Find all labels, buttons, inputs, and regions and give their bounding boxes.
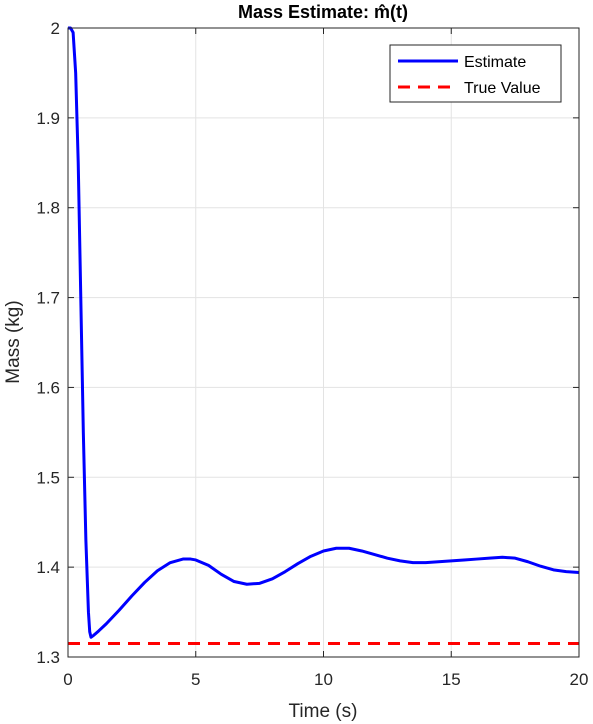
x-tick-label: 5 xyxy=(191,670,200,689)
x-tick-label: 0 xyxy=(63,670,72,689)
chart-title: Mass Estimate: m̂(t) xyxy=(238,2,408,22)
x-tick-label: 10 xyxy=(314,670,333,689)
series-line-estimate xyxy=(68,26,580,639)
y-tick-label: 1.6 xyxy=(36,378,60,397)
y-tick-label: 1.9 xyxy=(36,109,60,128)
y-tick-label: 1.3 xyxy=(36,648,60,667)
legend-label-true-value: True Value xyxy=(464,80,541,97)
y-tick-label: 2 xyxy=(51,19,60,38)
y-axis-label: Mass (kg) xyxy=(3,300,24,383)
y-tick-label: 1.5 xyxy=(36,468,60,487)
x-tick-label: 15 xyxy=(442,670,461,689)
legend: Estimate True Value xyxy=(389,44,562,103)
y-tick-label: 1.4 xyxy=(36,558,60,577)
legend-box xyxy=(389,44,562,103)
grid xyxy=(68,28,579,657)
x-tick-label: 20 xyxy=(570,670,589,689)
series-layer xyxy=(68,26,580,646)
y-tick-label: 1.8 xyxy=(36,199,60,218)
legend-label-estimate: Estimate xyxy=(464,54,526,71)
y-tick-label: 1.7 xyxy=(36,289,60,308)
x-axis-label: Time (s) xyxy=(289,701,358,722)
ticks: 0 5 10 15 20 1.3 1.4 1.5 1.6 1.7 1.8 1.9 2 xyxy=(36,19,588,689)
